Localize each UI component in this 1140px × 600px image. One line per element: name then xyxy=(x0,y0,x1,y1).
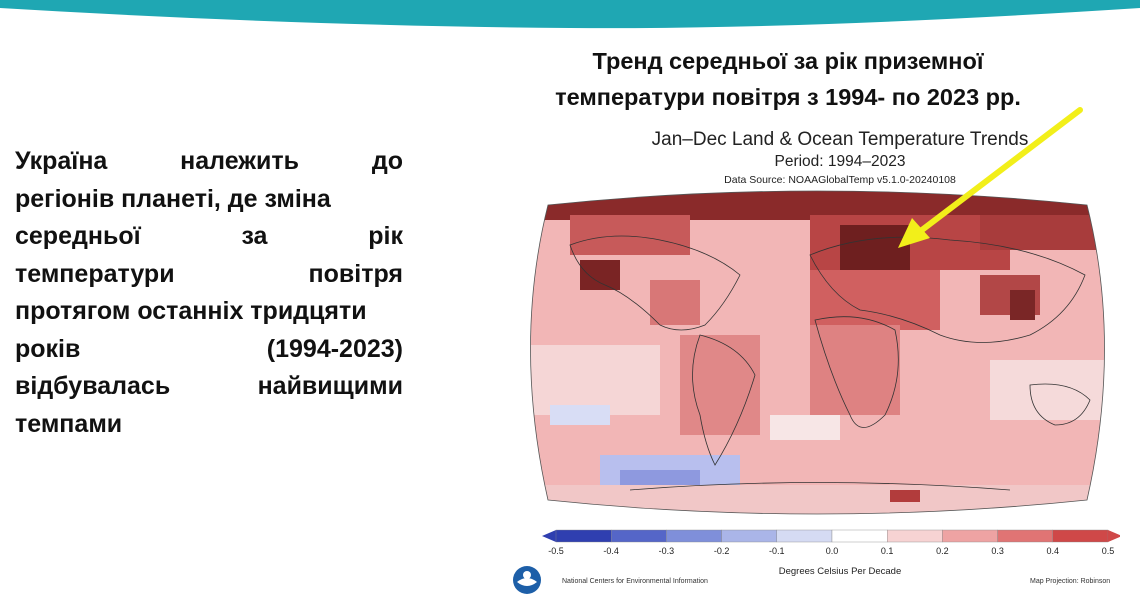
text-line: років (1994-2023) xyxy=(15,334,403,363)
south-america-outline xyxy=(692,334,756,466)
text-line: темпами xyxy=(15,409,123,438)
ncei-label: National Centers for Environmental Infor… xyxy=(562,578,708,585)
antarctica-outline xyxy=(629,482,1011,491)
colorbar-tick-label: -0.1 xyxy=(769,546,785,556)
text-line: відбувалась найвищими xyxy=(15,372,403,400)
australia-outline xyxy=(1029,383,1091,426)
colorbar-segment xyxy=(1052,529,1109,543)
map-title-block: Jan–Dec Land & Ocean Temperature Trends … xyxy=(600,128,1080,189)
colorbar-segment xyxy=(776,529,833,543)
temperature-trend-map xyxy=(530,190,1105,515)
colorbar-tick-label: -0.3 xyxy=(658,546,675,556)
colorbar-segment xyxy=(887,529,943,543)
colorbar-tick-label: 0.4 xyxy=(1046,546,1060,556)
map-title: Jan–Dec Land & Ocean Temperature Trends xyxy=(651,129,1029,150)
colorbar-ticks: -0.5 -0.4 -0.3 -0.2 -0.1 0.0 0.1 0.2 0.3 0.4 0.5 xyxy=(548,546,1114,560)
slide-title-line2: температури повітря з 1994- по 2023 рр. xyxy=(555,84,1021,110)
body-text: Україна належить до регіонів планеті, де з… xyxy=(15,143,403,443)
continent-outlines xyxy=(569,235,1091,491)
colorbar-segment xyxy=(721,529,778,543)
colorbar-tick-label: -0.5 xyxy=(548,546,564,556)
colorbar-tick-label: 0.5 xyxy=(1101,546,1115,556)
text-line: Україна належить до xyxy=(15,147,403,175)
colorbar-tick-label: 0.0 xyxy=(825,546,839,556)
colorbar-segment xyxy=(997,529,1054,543)
colorbar-label: Degrees Celsius Per Decade xyxy=(778,566,902,577)
colorbar-tick-label: -0.2 xyxy=(713,546,730,556)
noaa-logo-icon xyxy=(513,566,541,594)
colorbar-tick-label: -0.4 xyxy=(603,546,619,556)
colorbar xyxy=(542,529,1120,543)
map-period: Period: 1994–2023 xyxy=(774,153,906,170)
slide-title-line1: Тренд середньої за рік приземної xyxy=(592,48,984,74)
teal-wave xyxy=(0,0,1140,29)
colorbar-segment xyxy=(610,529,667,543)
text-line: регіонів планеті, де зміна xyxy=(15,184,331,213)
projection-label: Map Projection: Robinson xyxy=(1030,578,1111,585)
colorbar-tick-label: 0.2 xyxy=(936,546,949,556)
map-data-source: Data Source: NOAAGlobalTemp v5.1.0-20240… xyxy=(724,174,956,186)
header-wave-decoration xyxy=(0,0,1140,29)
africa-outline xyxy=(814,316,899,428)
text-line: температури повітря xyxy=(15,259,403,288)
text-line: протягом останніх тридцяти xyxy=(15,297,367,325)
colorbar-end-high xyxy=(1108,530,1120,542)
colorbar-segment xyxy=(831,529,888,543)
colorbar-end-low xyxy=(542,530,556,542)
colorbar-segment xyxy=(942,529,998,543)
colorbar-segment xyxy=(555,529,612,543)
europe-asia-outline xyxy=(809,236,1086,343)
slide-title: Тренд середньої за рік приземної темпера… xyxy=(508,43,1068,115)
colorbar-segment xyxy=(666,529,722,543)
colorbar-tick-label: 0.1 xyxy=(880,546,894,556)
text-line: середньої за рік xyxy=(15,222,403,250)
colorbar-tick-label: 0.3 xyxy=(991,546,1004,556)
north-america-outline xyxy=(569,235,741,331)
